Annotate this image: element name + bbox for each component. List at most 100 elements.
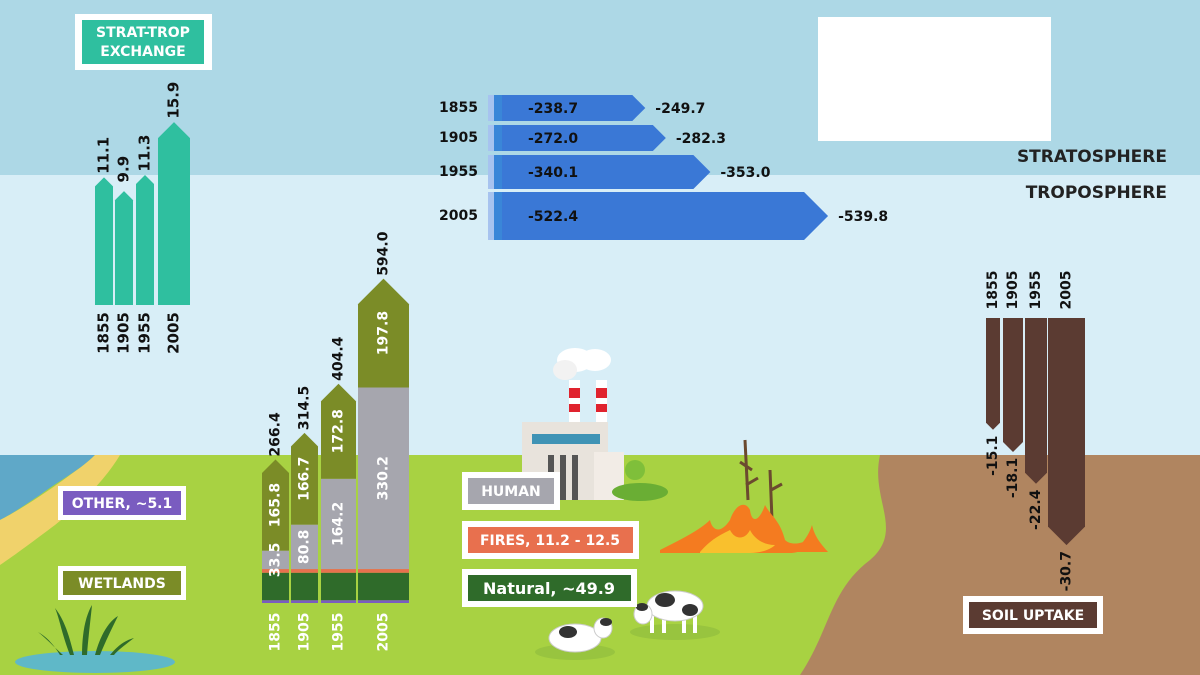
emission-wetlands-1905: [291, 572, 318, 601]
oh-sink-year-2005: 2005: [439, 208, 478, 224]
legend-natural-label: Natural, ~49.9: [483, 579, 615, 598]
emission-fires-1855: [262, 569, 289, 573]
oh-sink-total-1955: -353.0: [720, 165, 770, 181]
exchange-arrow-1955: [136, 175, 154, 305]
emission-human-value-1855: 33.5: [268, 543, 284, 578]
reeds-icon: [38, 605, 134, 655]
exchange-label-fill: [82, 20, 204, 64]
emission-natural-value-2005: 197.8: [376, 311, 392, 355]
fire-icon: [660, 439, 828, 553]
exchange-label-line1: STRAT-TROP: [96, 25, 190, 41]
legend-fires: FIRES, 11.2 - 12.5: [462, 521, 639, 559]
soil-arrow-2005: [1048, 318, 1085, 546]
exchange-arrow-1905: [115, 191, 133, 305]
soil-arrow-1855: [986, 318, 1000, 430]
oh-sink-total-1855: -249.7: [655, 101, 705, 117]
sinks-legend-panel: [818, 17, 1051, 141]
emission-other-1955: [321, 600, 356, 603]
emission-total-1855: 266.4: [268, 412, 284, 457]
emission-total-1955: 404.4: [331, 336, 347, 381]
emission-other-1905: [291, 600, 318, 603]
emission-other-2005: [358, 600, 409, 603]
soil-uptake-label: SOIL UPTAKE: [982, 608, 1084, 624]
oh-sink-strat-o1d-1955: [488, 155, 494, 189]
legend-other: OTHER, ~5.1: [58, 486, 186, 520]
soil-value-1955: -22.4: [1028, 489, 1044, 530]
exchange-value-2005: 15.9: [165, 82, 183, 119]
legend-wetlands-label: WETLANDS: [78, 576, 166, 592]
exchange-arrow-1855: [95, 177, 113, 305]
legend-other-label: OTHER, ~5.1: [72, 496, 173, 512]
legend-natural: Natural, ~49.9: [462, 569, 637, 607]
soil-year-1905: 1905: [1005, 271, 1021, 310]
stratosphere-label: STRATOSPHERE: [1017, 147, 1167, 167]
emission-human-2005: [358, 387, 409, 570]
oh-sink-strat-o1d-2005: [488, 192, 494, 240]
soil-year-1855: 1855: [985, 271, 1001, 310]
emission-natural-1855: [262, 459, 289, 551]
oh-sink-arrow-1955: [502, 155, 711, 189]
oh-sink-strat-oh-1955: [494, 155, 502, 189]
emission-year-1905: 1905: [297, 613, 313, 652]
emission-human-1855: [262, 550, 289, 570]
soil-arrow-1955: [1025, 318, 1047, 484]
exchange-arrow-2005: [158, 122, 190, 306]
emission-year-2005: 2005: [376, 613, 392, 652]
oh-sink-strat-o1d-1855: [488, 95, 494, 121]
factory-icon: [522, 348, 668, 501]
emission-fires-2005: [358, 569, 409, 573]
oh-sink-strat-o1d-1905: [488, 125, 494, 151]
oh-sink-strat-oh-2005: [494, 192, 502, 240]
soil-arrow-1905: [1003, 318, 1023, 452]
emission-human-value-2005: 330.2: [376, 456, 392, 500]
oh-sink-inner-2005: -522.4: [528, 209, 578, 225]
oh-sink-strat-oh-1905: [494, 125, 502, 151]
emission-other-1855: [262, 600, 289, 603]
legend-human-label: HUMAN: [481, 484, 541, 500]
oh-sink-inner-1905: -272.0: [528, 131, 578, 147]
legend-human: HUMAN: [462, 472, 560, 510]
oh-sink-inner-1855: -238.7: [528, 101, 578, 117]
oh-sink-strat-oh-1855: [494, 95, 502, 121]
emission-natural-value-1955: 172.8: [331, 409, 347, 453]
emission-human-value-1955: 164.2: [331, 502, 347, 546]
emission-natural-1955: [321, 383, 356, 479]
emission-natural-1905: [291, 432, 318, 525]
legend-soil-uptake: SOIL UPTAKE: [963, 596, 1103, 634]
exchange-value-1905: 9.9: [115, 156, 133, 183]
soil-year-1955: 1955: [1028, 271, 1044, 310]
pond: [15, 651, 175, 673]
emission-fires-1955: [321, 569, 356, 573]
emission-wetlands-1955: [321, 572, 356, 601]
emission-year-1955: 1955: [331, 613, 347, 652]
exchange-value-1855: 11.1: [95, 137, 113, 174]
emission-wetlands-1855: [262, 572, 289, 601]
emission-natural-value-1905: 166.7: [297, 457, 313, 501]
sea: [0, 455, 95, 520]
oh-sink-total-2005: -539.8: [838, 209, 888, 225]
soil-value-1855: -15.1: [985, 436, 1001, 476]
soil-value-1905: -18.1: [1005, 458, 1021, 498]
oh-sink-year-1855: 1855: [439, 100, 478, 116]
oh-sink-total-1905: -282.3: [676, 131, 726, 147]
soil-value-2005: -30.7: [1059, 551, 1075, 591]
oh-sink-year-1955: 1955: [439, 164, 478, 180]
oh-sink-inner-1955: -340.1: [528, 165, 578, 181]
exchange-year-1955: 1955: [136, 312, 154, 354]
emission-total-2005: 594.0: [376, 231, 392, 276]
oh-sink-arrow-1855: [502, 95, 646, 121]
emission-total-1905: 314.5: [297, 386, 313, 430]
exchange-value-1955: 11.3: [136, 135, 154, 172]
emission-human-value-1905: 80.8: [297, 530, 313, 565]
emission-human-1905: [291, 524, 318, 570]
emission-year-1855: 1855: [268, 613, 284, 652]
exchange-year-1855: 1855: [95, 312, 113, 354]
oh-sink-year-1905: 1905: [439, 130, 478, 146]
emission-fires-1905: [291, 569, 318, 573]
legend-fires-label: FIRES, 11.2 - 12.5: [480, 533, 620, 549]
legend-wetlands: WETLANDS: [58, 566, 186, 600]
exchange-label-line2: EXCHANGE: [100, 44, 185, 60]
oh-sink-arrow-1905: [502, 125, 666, 151]
